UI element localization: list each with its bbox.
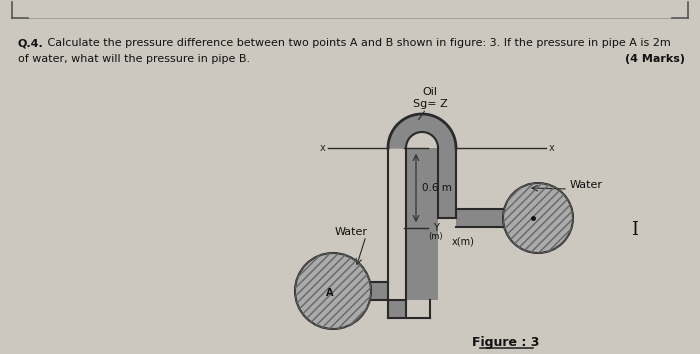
Text: of water, what will the pressure in pipe B.: of water, what will the pressure in pipe… (18, 54, 250, 64)
Bar (406, 148, 438, 300)
Bar (388, 300, 406, 318)
Text: x: x (319, 143, 325, 153)
Text: x: x (549, 143, 554, 153)
Text: Q.4.: Q.4. (18, 38, 43, 48)
Text: A: A (326, 288, 334, 298)
Text: (4 Marks): (4 Marks) (625, 54, 685, 64)
Bar (406, 148, 456, 218)
Circle shape (503, 183, 573, 253)
Text: Water: Water (570, 180, 603, 190)
Bar (456, 209, 510, 227)
Text: Y: Y (433, 223, 439, 233)
Text: Calculate the pressure difference between two points A and B shown in figure: 3.: Calculate the pressure difference betwee… (44, 38, 671, 48)
Text: Water: Water (335, 227, 368, 237)
Text: I: I (631, 221, 638, 239)
Circle shape (295, 253, 371, 329)
Text: Figure : 3: Figure : 3 (473, 336, 540, 349)
Text: (m): (m) (428, 232, 443, 241)
Text: Sg= Z: Sg= Z (412, 99, 447, 109)
Bar (358, 282, 388, 300)
Text: Oil: Oil (423, 87, 438, 97)
Text: x(m): x(m) (452, 236, 475, 246)
Text: 0.6 m: 0.6 m (422, 183, 452, 193)
Polygon shape (388, 114, 456, 148)
